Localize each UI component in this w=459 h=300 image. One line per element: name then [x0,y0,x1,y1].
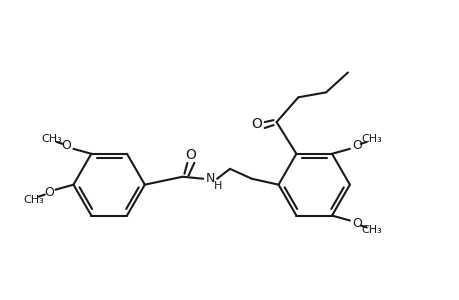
Text: O: O [185,148,196,162]
Text: CH₃: CH₃ [41,134,62,144]
Text: O: O [351,217,361,230]
Text: N: N [205,172,214,185]
Text: O: O [62,140,71,152]
Text: O: O [44,186,54,199]
Text: CH₃: CH₃ [23,194,44,205]
Text: CH₃: CH₃ [360,225,381,236]
Text: O: O [251,117,262,131]
Text: CH₃: CH₃ [360,134,381,144]
Text: H: H [213,181,222,191]
Text: O: O [351,140,361,152]
